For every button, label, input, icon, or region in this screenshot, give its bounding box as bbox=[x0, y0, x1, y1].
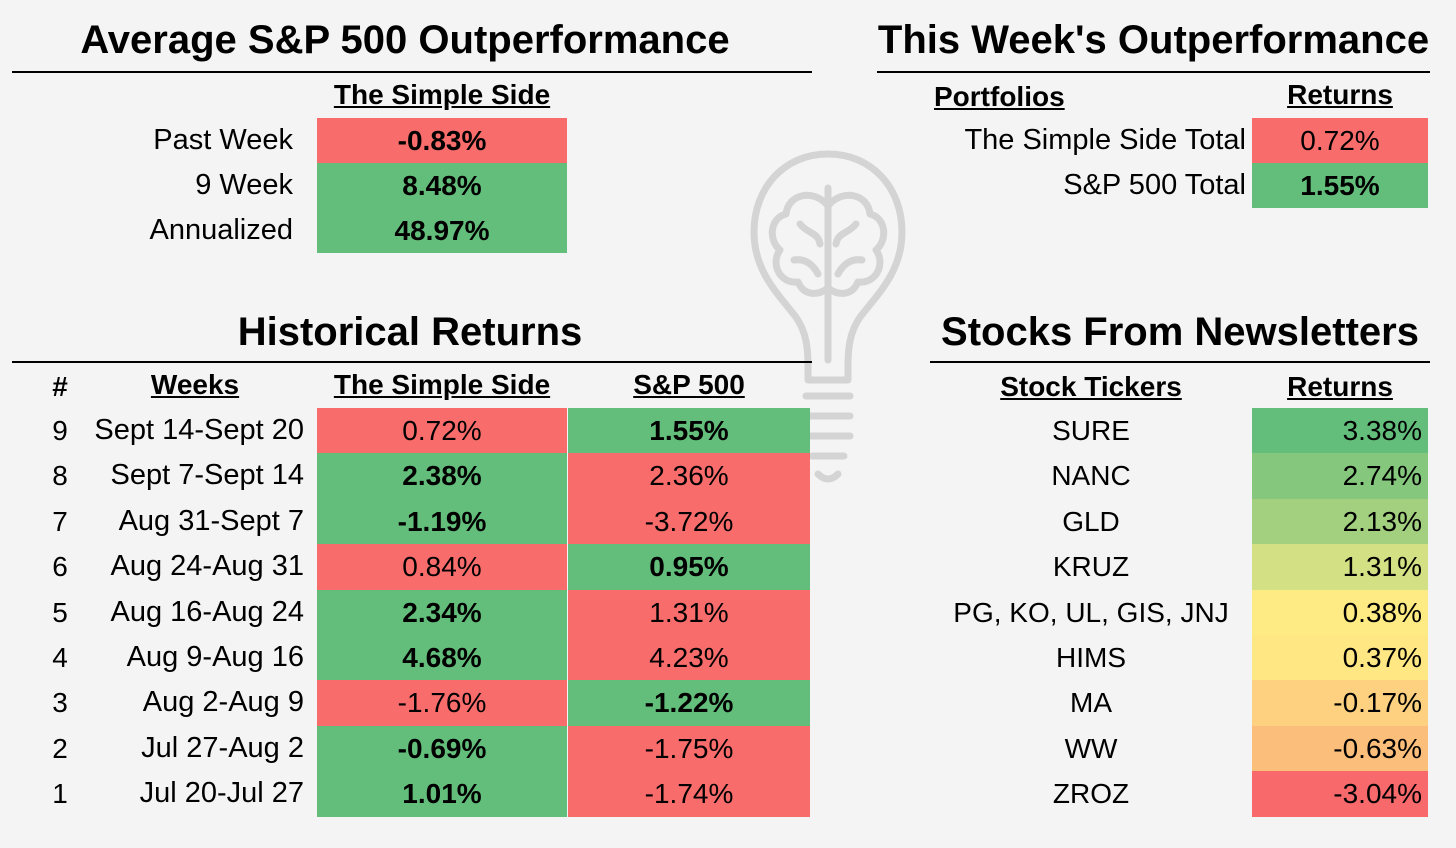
hist-row-simple: -1.19% bbox=[317, 498, 567, 545]
stocks-header-returns: Returns bbox=[1287, 371, 1393, 402]
stocks-row-return: 2.74% bbox=[1252, 453, 1428, 500]
hist-header-num: # bbox=[52, 371, 68, 402]
avg-row-label: Annualized bbox=[149, 214, 294, 246]
hist-row-week: Aug 9-Aug 16 bbox=[126, 641, 304, 673]
hist-row-sp: 2.36% bbox=[568, 453, 810, 500]
stocks-row-return: -0.63% bbox=[1252, 725, 1428, 772]
stocks-row-ticker: NANC bbox=[1051, 460, 1131, 492]
stocks-row-return: 0.38% bbox=[1252, 589, 1428, 636]
stocks-row-ticker: ZROZ bbox=[1052, 778, 1130, 810]
avg-row-value: 8.48% bbox=[317, 163, 567, 208]
hist-row-simple: -1.76% bbox=[317, 680, 567, 727]
week-title-rule bbox=[877, 71, 1430, 73]
stocks-row-ticker: GLD bbox=[1062, 505, 1120, 537]
stocks-row-ticker: SURE bbox=[1052, 415, 1130, 446]
week-title: This Week's Outperformance bbox=[877, 18, 1430, 62]
hist-row-num: 9 bbox=[52, 415, 68, 446]
hist-row-sp: -1.75% bbox=[568, 725, 810, 772]
hist-row-sp: 1.55% bbox=[568, 408, 810, 454]
hist-row-simple: 4.68% bbox=[317, 635, 567, 681]
hist-row-simple: 1.01% bbox=[317, 771, 567, 818]
hist-row-week: Sept 14-Sept 20 bbox=[94, 414, 304, 446]
lightbulb-brain-icon bbox=[750, 150, 906, 483]
hist-row-sp: 4.23% bbox=[568, 635, 810, 681]
hist-row-week: Sept 7-Sept 14 bbox=[110, 459, 304, 492]
hist-row-week: Jul 20-Jul 27 bbox=[139, 777, 304, 810]
hist-row-sp: -3.72% bbox=[568, 498, 810, 545]
hist-title: Historical Returns bbox=[237, 310, 583, 354]
hist-row-sp: -1.22% bbox=[568, 680, 810, 727]
stocks-row-return: -0.17% bbox=[1252, 680, 1428, 727]
hist-header-simple: The Simple Side bbox=[333, 369, 551, 400]
hist-title-rule bbox=[12, 361, 812, 363]
stocks-row-ticker: KRUZ bbox=[1052, 551, 1130, 583]
week-header-returns: Returns bbox=[1287, 79, 1393, 110]
stocks-row-return: 3.38% bbox=[1252, 408, 1428, 454]
stocks-header-tickers: Stock Tickers bbox=[1000, 371, 1182, 402]
avg-row-value: -0.83% bbox=[317, 118, 567, 163]
week-row-label: The Simple Side Total bbox=[964, 124, 1246, 156]
hist-row-num: 8 bbox=[52, 460, 68, 492]
hist-row-week: Aug 16-Aug 24 bbox=[110, 595, 304, 628]
hist-row-simple: 0.84% bbox=[317, 544, 567, 591]
hist-row-num: 3 bbox=[52, 687, 68, 719]
hist-row-week: Aug 2-Aug 9 bbox=[142, 686, 304, 719]
hist-row-num: 5 bbox=[52, 596, 68, 628]
stocks-row-ticker: WW bbox=[1064, 732, 1118, 764]
avg-title: Average S&P 500 Outperformance bbox=[80, 18, 730, 62]
stocks-row-return: 1.31% bbox=[1252, 544, 1428, 591]
hist-row-sp: -1.74% bbox=[568, 771, 810, 818]
avg-row-value: 48.97% bbox=[317, 208, 567, 253]
hist-row-num: 1 bbox=[52, 778, 68, 810]
stocks-row-ticker: PG, KO, UL, GIS, JNJ bbox=[953, 596, 1229, 628]
week-row-label: S&P 500 Total bbox=[1063, 169, 1246, 201]
week-row-value: 1.55% bbox=[1252, 163, 1428, 208]
stocks-title-rule bbox=[930, 361, 1430, 363]
stocks-row-return: -3.04% bbox=[1252, 771, 1428, 818]
hist-row-sp: 0.95% bbox=[568, 544, 810, 591]
week-header-portfolios: Portfolios bbox=[934, 81, 1065, 112]
hist-row-simple: 2.34% bbox=[317, 589, 567, 636]
stocks-row-return: 0.37% bbox=[1252, 635, 1428, 681]
hist-header-sp: S&P 500 bbox=[633, 369, 745, 400]
stocks-row-ticker: MA bbox=[1070, 687, 1112, 719]
hist-row-sp: 1.31% bbox=[568, 589, 810, 636]
stocks-row-ticker: HIMS bbox=[1056, 642, 1126, 673]
avg-row-label: Past Week bbox=[153, 124, 293, 156]
hist-row-week: Aug 24-Aug 31 bbox=[110, 550, 304, 583]
stocks-row-return: 2.13% bbox=[1252, 498, 1428, 545]
hist-row-week: Aug 31-Sept 7 bbox=[118, 504, 304, 537]
hist-header-weeks: Weeks bbox=[150, 369, 240, 400]
avg-title-rule bbox=[12, 71, 812, 73]
hist-row-simple: 2.38% bbox=[317, 453, 567, 500]
hist-row-week: Jul 27-Aug 2 bbox=[141, 731, 304, 764]
stocks-title: Stocks From Newsletters bbox=[941, 310, 1419, 354]
avg-row-label: 9 Week bbox=[195, 169, 293, 201]
week-row-value: 0.72% bbox=[1252, 118, 1428, 163]
hist-row-simple: 0.72% bbox=[317, 408, 567, 454]
hist-row-num: 6 bbox=[52, 551, 68, 583]
hist-row-num: 4 bbox=[52, 642, 68, 673]
avg-col-header: The Simple Side bbox=[333, 79, 551, 110]
hist-row-num: 2 bbox=[52, 732, 68, 764]
hist-row-simple: -0.69% bbox=[317, 725, 567, 772]
hist-row-num: 7 bbox=[52, 505, 68, 537]
